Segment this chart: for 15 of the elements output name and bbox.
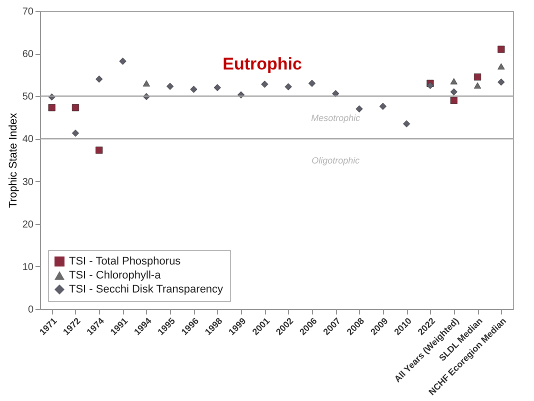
y-tick-label: 10: [22, 262, 34, 273]
ref-line-label: Mesotrophic: [311, 113, 361, 124]
y-tick-label: 40: [22, 134, 34, 146]
y-tick-label: 30: [22, 176, 34, 188]
legend-label: TSI - Secchi Disk Transparency: [69, 284, 224, 296]
y-tick-label: 50: [22, 92, 34, 103]
legend-label: TSI - Total Phosphorus: [69, 256, 182, 268]
annotation: Eutrophic: [222, 54, 302, 74]
ref-line-label: Oligotrophic: [312, 156, 360, 166]
y-tick-label: 0: [28, 304, 34, 316]
y-tick-label: 20: [22, 219, 34, 230]
y-axis-title: Trophic State Index: [7, 112, 20, 208]
y-tick-label: 70: [22, 6, 34, 18]
y-tick-label: 60: [22, 49, 34, 60]
legend-label: TSI - Chlorophyll-a: [69, 270, 162, 282]
